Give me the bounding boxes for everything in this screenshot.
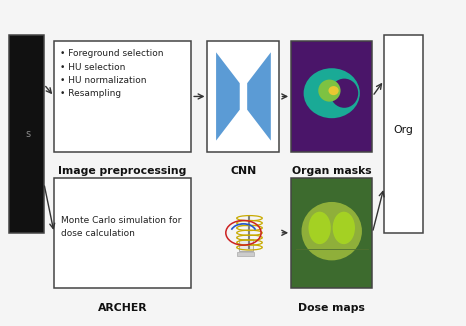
Ellipse shape	[318, 80, 341, 102]
Text: Image preprocessing: Image preprocessing	[58, 166, 187, 176]
Bar	[239, 239, 253, 251]
Bar	[9, 35, 44, 233]
Text: CNN: CNN	[230, 166, 257, 176]
Ellipse shape	[329, 86, 339, 95]
Text: Dose maps: Dose maps	[298, 303, 365, 313]
Text: Org: Org	[394, 125, 414, 135]
Bar	[54, 178, 191, 288]
Ellipse shape	[330, 79, 358, 108]
Bar	[291, 178, 372, 288]
Ellipse shape	[304, 68, 360, 118]
Ellipse shape	[302, 202, 362, 260]
Polygon shape	[216, 52, 240, 141]
Ellipse shape	[333, 212, 355, 244]
Text: ARCHER: ARCHER	[98, 303, 147, 313]
Bar	[207, 41, 280, 152]
Text: s: s	[26, 129, 31, 139]
Ellipse shape	[308, 212, 331, 244]
Bar	[384, 35, 424, 233]
Polygon shape	[247, 52, 271, 141]
Text: Organ masks: Organ masks	[292, 166, 371, 176]
Text: Monte Carlo simulation for
dose calculation: Monte Carlo simulation for dose calculat…	[61, 216, 181, 238]
Text: • Foreground selection
• HU selection
• HU normalization
• Resampling: • Foreground selection • HU selection • …	[60, 49, 163, 98]
Bar	[291, 41, 372, 152]
Bar	[54, 41, 191, 152]
Bar	[237, 252, 254, 256]
